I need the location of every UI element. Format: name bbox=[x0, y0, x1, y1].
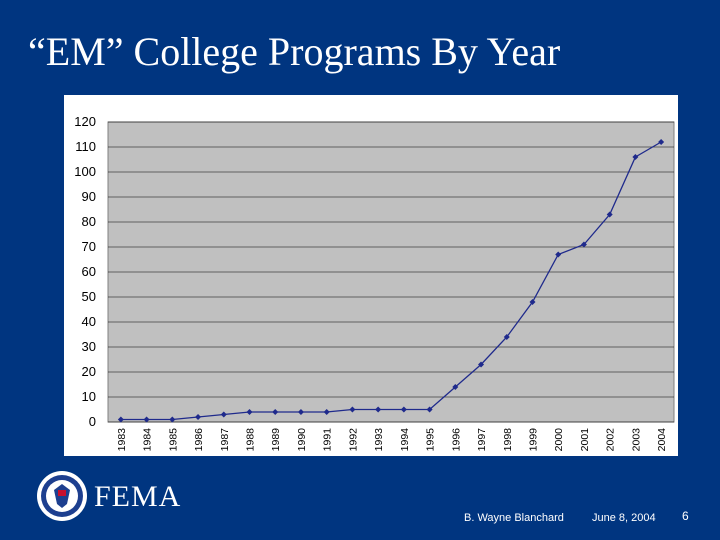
y-tick-label: 30 bbox=[82, 339, 96, 354]
x-tick-label: 2002 bbox=[605, 428, 617, 452]
x-tick-label: 2004 bbox=[656, 428, 668, 452]
data-point bbox=[478, 361, 485, 368]
y-tick-label: 80 bbox=[82, 214, 96, 229]
x-tick-label: 1993 bbox=[373, 428, 385, 452]
footer-date: June 8, 2004 bbox=[592, 512, 656, 524]
x-tick-label: 2000 bbox=[553, 428, 565, 452]
data-point bbox=[580, 241, 587, 248]
data-point bbox=[503, 334, 510, 340]
data-point bbox=[220, 411, 227, 418]
y-tick-label: 20 bbox=[82, 364, 96, 379]
x-tick-label: 1991 bbox=[322, 428, 334, 452]
slide-title: “EM” College Programs By Year bbox=[28, 29, 561, 74]
data-point bbox=[452, 384, 459, 390]
fema-logo-text: FEMA bbox=[94, 480, 182, 513]
x-tick-label: 1999 bbox=[528, 428, 540, 452]
data-point bbox=[529, 299, 536, 305]
data-point bbox=[272, 409, 279, 415]
x-tick-label: 1997 bbox=[476, 428, 488, 452]
x-tick-label: 2003 bbox=[630, 428, 642, 452]
x-tick-label: 1984 bbox=[142, 428, 154, 452]
data-point bbox=[323, 409, 330, 415]
x-tick-label: 1986 bbox=[193, 428, 205, 452]
data-point bbox=[117, 416, 124, 423]
y-tick-label: 120 bbox=[74, 114, 96, 129]
x-tick-label: 1992 bbox=[347, 428, 359, 452]
y-tick-label: 100 bbox=[74, 164, 96, 179]
data-point bbox=[246, 409, 253, 415]
x-tick-label: 1983 bbox=[116, 428, 128, 452]
x-tick-label: 1990 bbox=[296, 428, 308, 452]
x-tick-label: 1987 bbox=[219, 428, 231, 452]
y-tick-label: 60 bbox=[82, 264, 96, 279]
x-tick-label: 1995 bbox=[425, 428, 437, 452]
y-tick-label: 110 bbox=[75, 139, 96, 154]
data-point bbox=[143, 416, 150, 423]
y-tick-label: 50 bbox=[82, 289, 96, 304]
page-number: 6 bbox=[682, 509, 689, 523]
data-point bbox=[195, 414, 202, 420]
series-line bbox=[120, 141, 662, 421]
chart-panel: 0 10 20 30 40 50 60 70 80 90 100 110 120 1983 1984 1985… bbox=[64, 95, 678, 456]
line-chart: 0 10 20 30 40 50 60 70 80 90 100 110 120 1983 1984 1985… bbox=[74, 114, 675, 452]
x-tick-label: 1989 bbox=[270, 428, 282, 452]
data-point bbox=[400, 406, 407, 413]
data-point bbox=[169, 416, 176, 423]
data-point bbox=[297, 409, 304, 415]
data-point bbox=[349, 406, 356, 413]
x-tick-label: 1988 bbox=[245, 428, 257, 452]
x-tick-label: 1994 bbox=[399, 428, 411, 452]
data-point bbox=[632, 154, 639, 160]
y-tick-label: 90 bbox=[82, 189, 96, 204]
y-tick-label: 0 bbox=[89, 414, 96, 429]
x-tick-label: 1998 bbox=[502, 428, 514, 452]
footer-author: B. Wayne Blanchard bbox=[464, 512, 564, 524]
data-point bbox=[658, 139, 665, 145]
x-tick-label: 1985 bbox=[167, 428, 179, 452]
y-tick-label: 10 bbox=[82, 389, 96, 404]
x-tick-label: 2001 bbox=[579, 428, 591, 452]
y-tick-label: 40 bbox=[82, 314, 96, 329]
y-tick-label: 70 bbox=[82, 239, 96, 254]
x-tick-label: 1996 bbox=[450, 428, 462, 452]
data-point bbox=[555, 251, 562, 258]
data-point bbox=[606, 211, 613, 218]
data-point bbox=[375, 406, 382, 413]
data-point bbox=[426, 406, 433, 413]
dhs-seal-icon bbox=[37, 471, 87, 521]
